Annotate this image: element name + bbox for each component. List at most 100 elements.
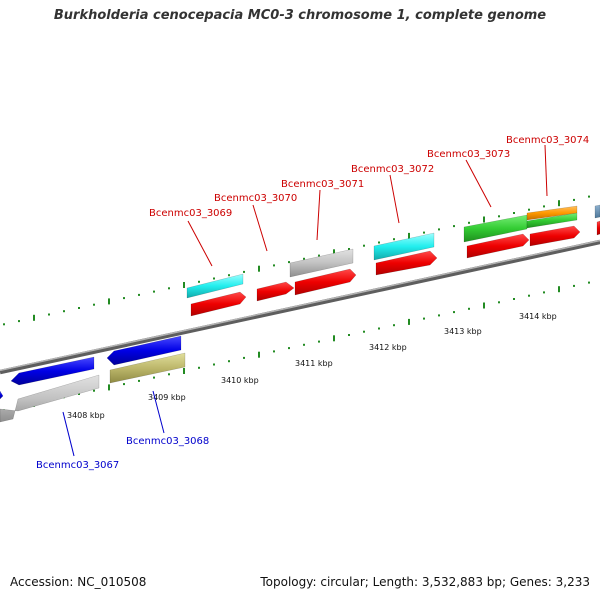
minor-tick xyxy=(573,284,575,287)
minor-tick xyxy=(453,225,455,228)
minor-tick xyxy=(393,238,395,241)
gene-bar-gray[interactable] xyxy=(0,374,100,423)
minor-tick xyxy=(393,324,395,327)
minor-tick xyxy=(303,343,305,346)
gene-label[interactable]: Bcenmc03_3067 xyxy=(36,460,119,471)
gene-bar-red[interactable] xyxy=(466,233,530,259)
gene-label[interactable]: Bcenmc03_3074 xyxy=(506,135,589,146)
gene-label[interactable]: Bcenmc03_3071 xyxy=(281,179,364,190)
major-tick xyxy=(183,368,185,374)
scale-label: 3408 kbp xyxy=(67,411,105,420)
minor-tick xyxy=(513,212,515,214)
gene-label[interactable]: Bcenmc03_3073 xyxy=(427,149,510,160)
major-tick xyxy=(183,282,185,288)
minor-tick xyxy=(78,307,80,309)
scale-ticks-lower xyxy=(3,281,590,412)
minor-tick xyxy=(243,356,245,359)
map-title: Burkholderia cenocepacia MC0-3 chromosom… xyxy=(53,8,547,23)
minor-tick xyxy=(513,298,515,300)
scale-label: 3410 kbp xyxy=(221,376,259,385)
minor-tick xyxy=(288,261,290,264)
minor-tick xyxy=(138,379,140,382)
minor-tick xyxy=(288,347,290,350)
minor-tick xyxy=(423,231,425,234)
minor-tick xyxy=(303,257,305,260)
minor-tick xyxy=(363,330,365,333)
minor-tick xyxy=(273,350,275,353)
minor-tick xyxy=(213,277,215,280)
minor-tick xyxy=(273,264,275,267)
minor-tick xyxy=(498,301,500,304)
minor-tick xyxy=(153,376,155,379)
minor-tick xyxy=(468,221,470,224)
minor-tick xyxy=(543,291,545,294)
reverse-strand-genes xyxy=(0,335,186,423)
minor-tick xyxy=(78,393,80,395)
gene-label[interactable]: Bcenmc03_3069 xyxy=(149,208,232,219)
major-tick xyxy=(108,384,110,391)
major-tick xyxy=(33,314,35,321)
topology-text: Topology: circular; Length: 3,532,883 bp… xyxy=(260,575,590,589)
minor-tick xyxy=(138,293,140,296)
minor-tick xyxy=(153,290,155,293)
minor-tick xyxy=(573,198,575,201)
gene-bar-blue[interactable] xyxy=(0,390,4,400)
minor-tick xyxy=(168,287,170,290)
minor-tick xyxy=(378,327,380,330)
minor-tick xyxy=(123,383,125,386)
minor-tick xyxy=(468,307,470,310)
gene-bar-red[interactable] xyxy=(529,225,581,247)
scale-ticks-upper xyxy=(3,195,590,326)
gene-bar-red[interactable] xyxy=(294,268,357,296)
minor-tick xyxy=(423,317,425,320)
gene-bar-red[interactable] xyxy=(256,281,295,302)
gene-bar-red[interactable] xyxy=(596,220,600,236)
major-tick xyxy=(258,351,260,358)
major-tick xyxy=(483,216,485,223)
gene-bar-blue[interactable] xyxy=(106,335,182,366)
major-tick xyxy=(258,265,260,272)
gene-bar-red[interactable] xyxy=(190,291,247,317)
genome-backbone xyxy=(0,239,600,375)
minor-tick xyxy=(213,363,215,366)
gene-bar-olive[interactable] xyxy=(109,352,186,384)
gene-bar-steel[interactable] xyxy=(594,204,600,219)
major-tick xyxy=(408,232,410,239)
gene-bar-green[interactable] xyxy=(463,214,528,243)
minor-tick xyxy=(3,323,5,326)
scale-label: 3413 kbp xyxy=(444,327,482,336)
gene-bar-gray[interactable] xyxy=(289,248,354,278)
label-leader-lines xyxy=(62,144,548,457)
minor-tick xyxy=(123,297,125,300)
gene-label[interactable]: Bcenmc03_3070 xyxy=(214,193,297,204)
minor-tick xyxy=(228,360,230,363)
minor-tick xyxy=(18,320,20,323)
gene-label[interactable]: Bcenmc03_3068 xyxy=(126,436,209,447)
minor-tick xyxy=(318,254,320,257)
major-tick xyxy=(333,249,335,256)
forward-strand-genes xyxy=(186,204,600,317)
major-tick xyxy=(408,318,410,325)
minor-tick xyxy=(318,340,320,343)
gene-bar-cyan[interactable] xyxy=(373,232,435,261)
minor-tick xyxy=(198,366,200,369)
scale-label: 3409 kbp xyxy=(148,393,186,402)
minor-tick xyxy=(243,270,245,273)
gene-bar-green[interactable] xyxy=(526,212,578,229)
minor-tick xyxy=(63,310,65,313)
minor-tick xyxy=(528,294,530,297)
scale-label: 3412 kbp xyxy=(369,343,407,352)
minor-tick xyxy=(498,215,500,218)
gene-bar-blue[interactable] xyxy=(10,356,95,386)
gene-label[interactable]: Bcenmc03_3072 xyxy=(351,164,434,175)
minor-tick xyxy=(528,208,530,211)
gene-bar-cyan[interactable] xyxy=(186,273,244,299)
gene-bar-red[interactable] xyxy=(375,250,438,276)
major-tick xyxy=(558,200,560,207)
minor-tick xyxy=(348,248,350,250)
minor-tick xyxy=(543,205,545,208)
minor-tick xyxy=(168,373,170,376)
major-tick xyxy=(333,335,335,342)
minor-tick xyxy=(438,314,440,317)
